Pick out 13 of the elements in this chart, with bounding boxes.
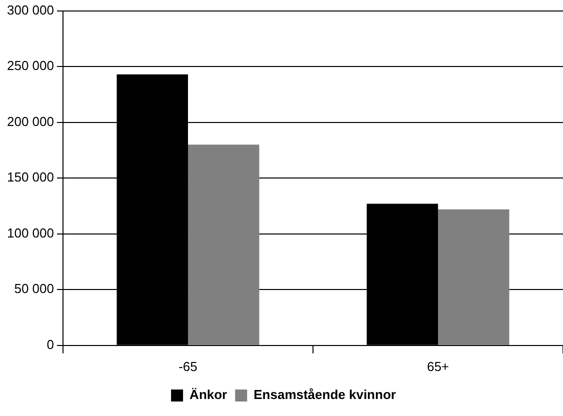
x-tick-label: -65 <box>178 358 198 374</box>
y-tick-label: 50 000 <box>14 281 54 296</box>
y-tick-label: 300 000 <box>6 2 54 18</box>
bar <box>438 209 510 345</box>
legend-label: Ensamstående kvinnor <box>254 387 396 402</box>
bar <box>188 144 260 345</box>
y-tick-label: 150 000 <box>6 170 54 185</box>
y-tick-label: 200 000 <box>6 114 54 129</box>
x-tick-label: 65+ <box>426 358 450 374</box>
y-tick-label: 250 000 <box>6 58 54 74</box>
y-tick-label: 0 <box>46 336 54 352</box>
y-tick-label: 100 000 <box>6 225 54 240</box>
legend-label: Änkor <box>190 387 228 402</box>
